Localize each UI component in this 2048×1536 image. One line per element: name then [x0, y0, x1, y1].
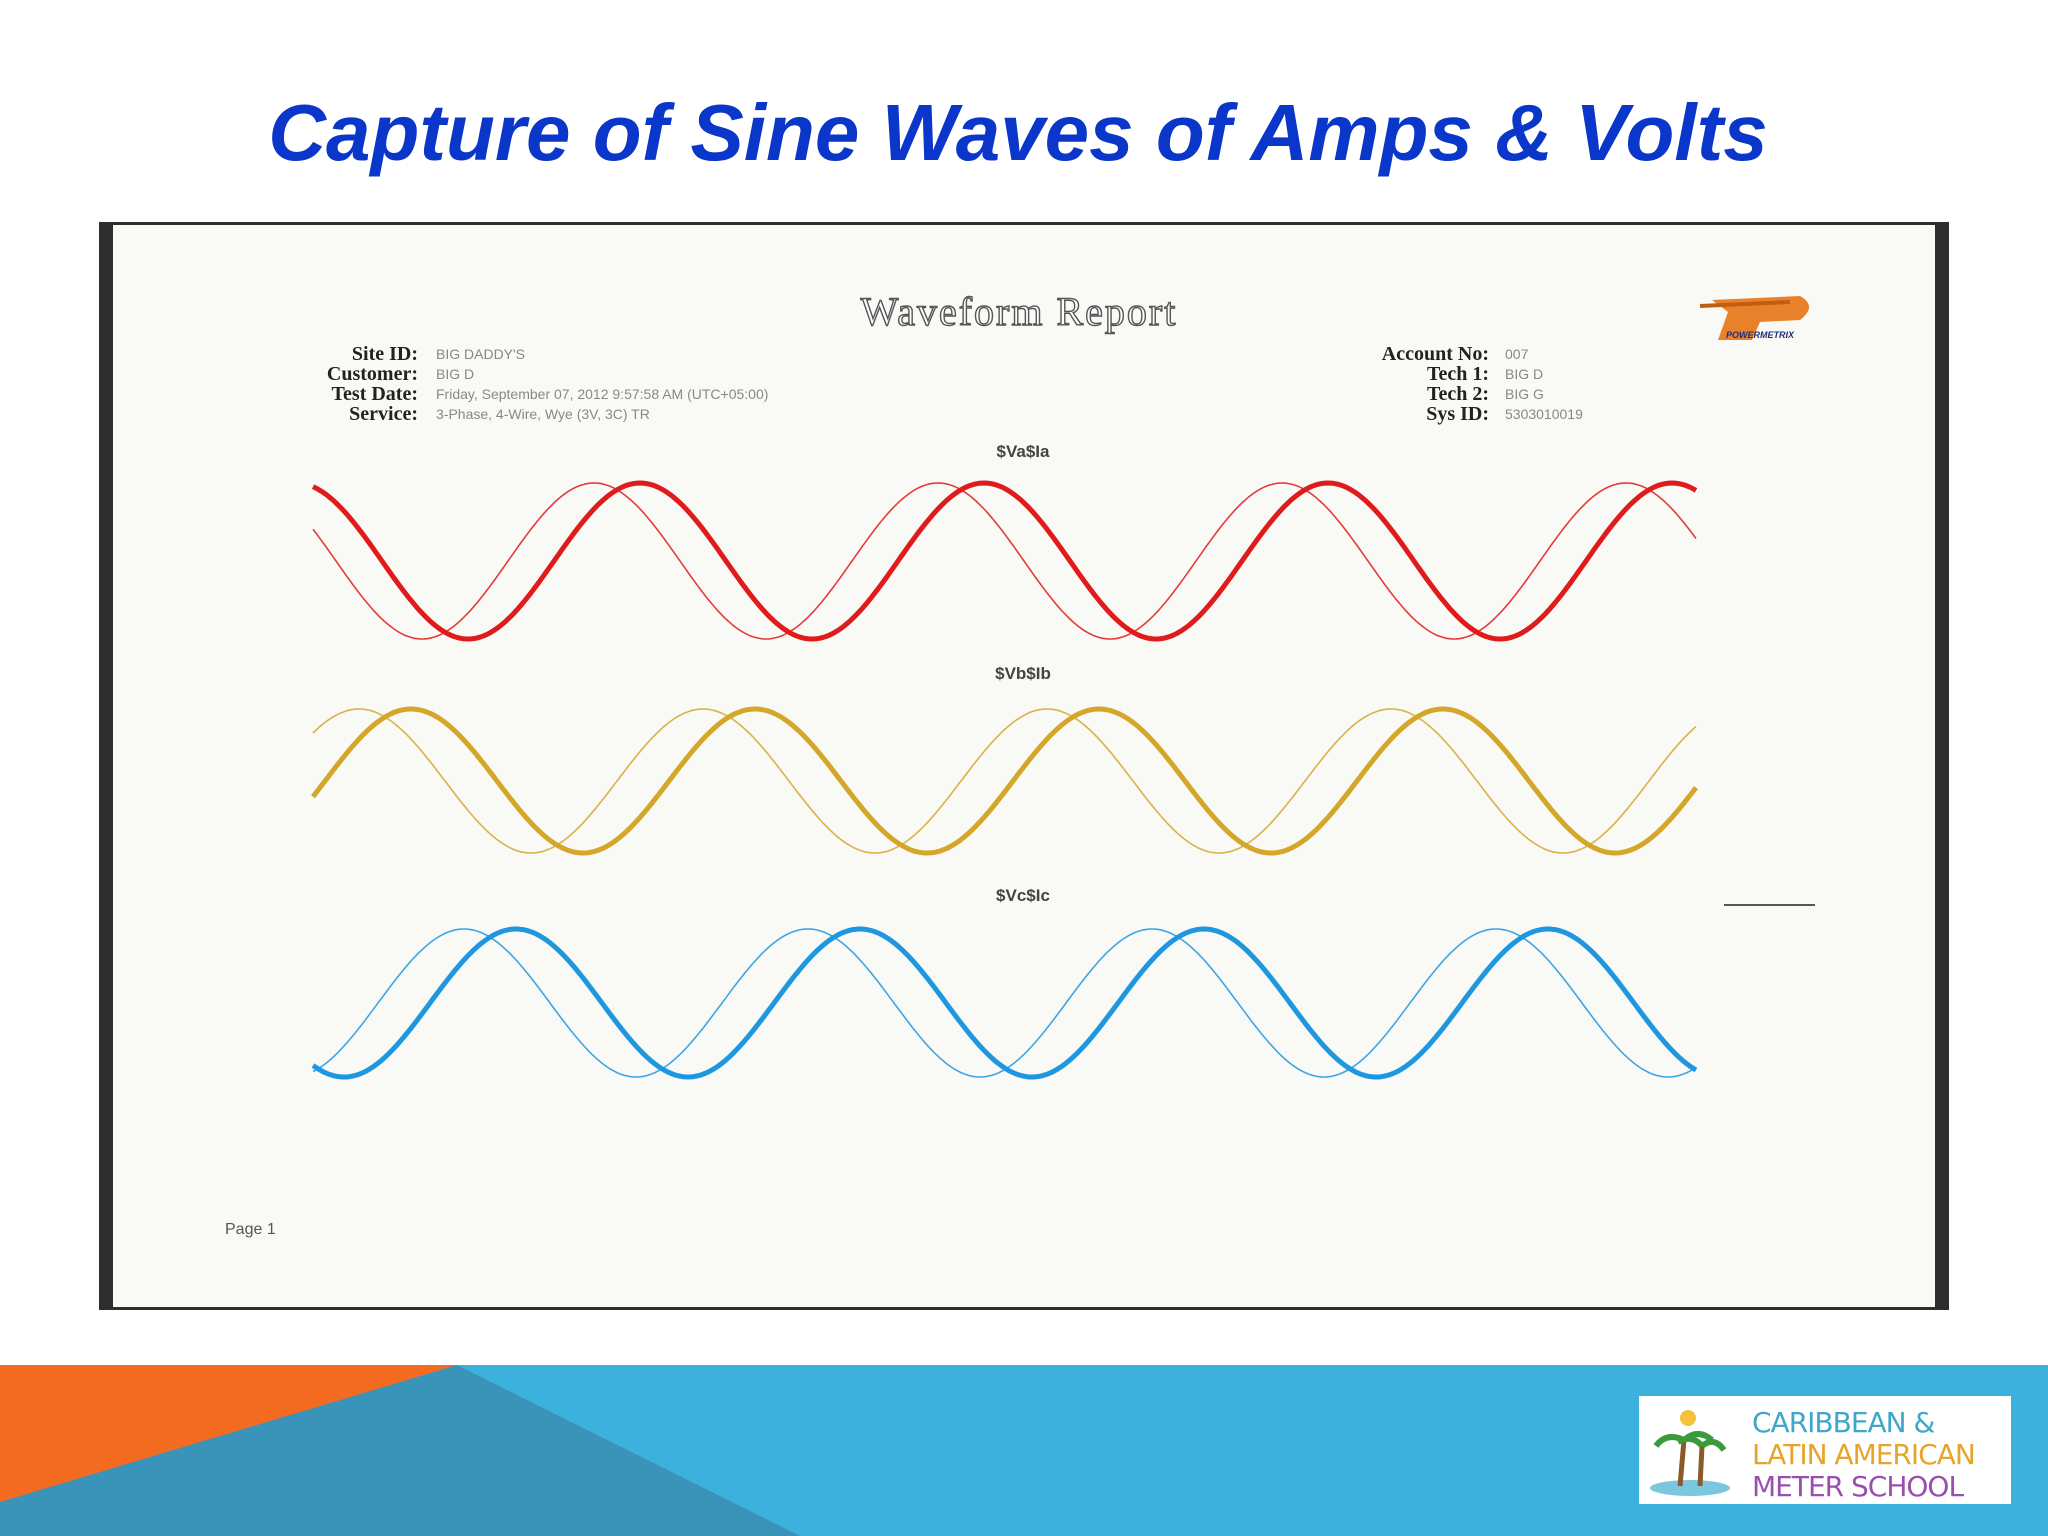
field-label: Tech 2:: [1427, 383, 1489, 405]
field-value: 5303010019: [1505, 406, 1583, 422]
voltage-wave: [312, 708, 1697, 854]
field-value: 3-Phase, 4-Wire, Wye (3V, 3C) TR: [436, 406, 650, 422]
field-label: Service:: [349, 403, 418, 425]
logo-island: [1650, 1480, 1730, 1496]
footer-shade: [0, 1365, 800, 1536]
current-wave: [311, 926, 1698, 1080]
field-label: Sys ID:: [1426, 403, 1489, 425]
logo-stroke: [1699, 300, 1791, 308]
footer-accent: [0, 1365, 457, 1502]
field-label: Site ID:: [352, 343, 418, 365]
current-wave: [311, 480, 1698, 642]
slide-title: Capture of Sine Waves of Amps & Volts: [268, 88, 1768, 177]
report-fields: Site ID: BIG DADDY'S Customer: BIG D Test Da…: [327, 343, 1583, 425]
field-value: Friday, September 07, 2012 9:57:58 AM (U…: [436, 386, 768, 402]
school-line: METER SCHOOL: [1752, 1470, 1964, 1503]
report-charts: $Va$Ia $Vb$Ib $Vc$Ic: [311, 442, 1698, 1080]
field-value: 007: [1505, 346, 1529, 362]
field-label: Test Date:: [332, 383, 418, 405]
current-wave: [311, 706, 1698, 856]
field-value: BIG G: [1505, 386, 1544, 402]
logo-trunks: [1677, 1439, 1705, 1487]
logo-mark: [1712, 296, 1809, 340]
school-line: CARIBBEAN &: [1752, 1406, 1935, 1439]
field-label: Tech 1:: [1427, 363, 1489, 385]
field-value: BIG DADDY'S: [436, 346, 525, 362]
logo-sun: [1680, 1410, 1696, 1426]
field-value: BIG D: [1505, 366, 1543, 382]
chart-title: $Vc$Ic: [996, 886, 1050, 905]
chart-title: $Va$Ia: [997, 442, 1050, 461]
report-logo: POWERMETRIX: [1699, 296, 1809, 340]
voltage-wave: [312, 482, 1697, 640]
logo-text: POWERMETRIX: [1726, 330, 1795, 340]
school-logo: CARIBBEAN & LATIN AMERICAN METER SCHOOL: [1639, 1396, 2011, 1504]
chart-title: $Vb$Ib: [995, 664, 1051, 683]
field-label: Customer:: [327, 363, 418, 385]
page-number: Page 1: [225, 1221, 276, 1238]
school-line: LATIN AMERICAN: [1752, 1438, 1975, 1471]
logo-leaves: [1653, 1431, 1727, 1452]
report-title: Waveform Report: [861, 289, 1178, 334]
field-value: BIG D: [436, 366, 474, 382]
field-label: Account No:: [1382, 343, 1489, 365]
